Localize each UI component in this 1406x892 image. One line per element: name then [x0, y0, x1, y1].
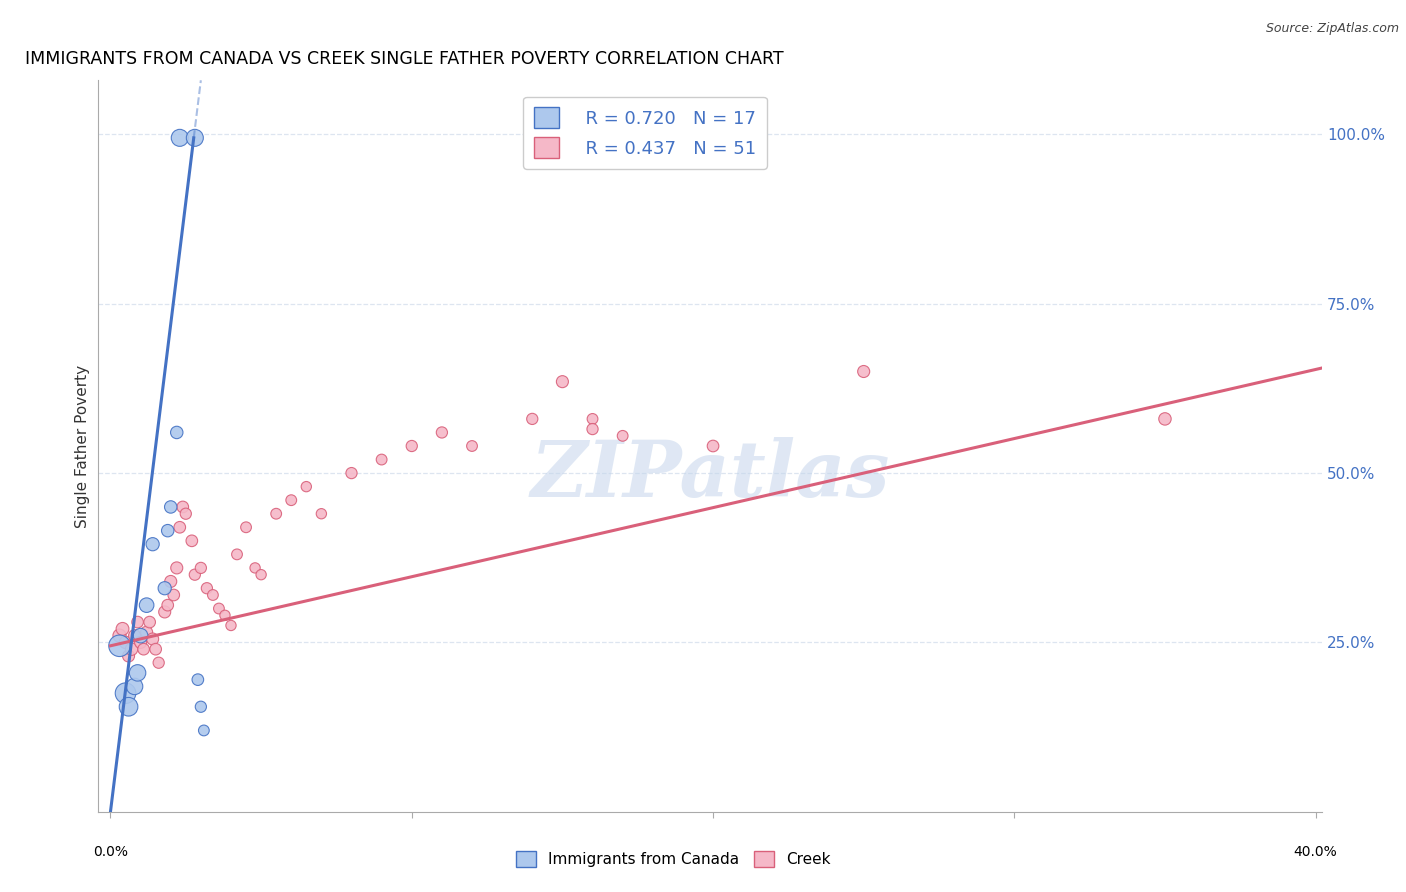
- Point: [135, 598, 157, 612]
- Point: [187, 673, 209, 687]
- Point: [166, 425, 188, 440]
- Y-axis label: Single Father Poverty: Single Father Poverty: [75, 365, 90, 527]
- Point: [108, 629, 131, 643]
- Point: [180, 533, 202, 548]
- Text: Source: ZipAtlas.com: Source: ZipAtlas.com: [1265, 22, 1399, 36]
- Point: [1154, 412, 1177, 426]
- Point: [581, 422, 603, 436]
- Point: [127, 615, 149, 629]
- Text: ZIPatlas: ZIPatlas: [530, 437, 890, 514]
- Point: [295, 480, 318, 494]
- Point: [153, 581, 176, 595]
- Point: [461, 439, 484, 453]
- Point: [111, 622, 134, 636]
- Point: [169, 131, 191, 145]
- Text: 0.0%: 0.0%: [93, 845, 128, 859]
- Point: [124, 629, 146, 643]
- Point: [184, 131, 207, 145]
- Point: [129, 629, 152, 643]
- Point: [114, 635, 136, 649]
- Point: [264, 507, 287, 521]
- Point: [184, 567, 207, 582]
- Point: [169, 520, 191, 534]
- Point: [612, 429, 634, 443]
- Point: [280, 493, 302, 508]
- Point: [163, 588, 186, 602]
- Point: [172, 500, 194, 514]
- Point: [129, 635, 152, 649]
- Text: 40.0%: 40.0%: [1294, 845, 1337, 859]
- Text: IMMIGRANTS FROM CANADA VS CREEK SINGLE FATHER POVERTY CORRELATION CHART: IMMIGRANTS FROM CANADA VS CREEK SINGLE F…: [25, 50, 783, 68]
- Point: [219, 618, 242, 632]
- Point: [156, 524, 179, 538]
- Point: [114, 686, 136, 700]
- Point: [127, 665, 149, 680]
- Point: [108, 639, 131, 653]
- Point: [159, 500, 181, 514]
- Point: [148, 656, 170, 670]
- Point: [214, 608, 236, 623]
- Point: [311, 507, 333, 521]
- Point: [153, 605, 176, 619]
- Point: [166, 561, 188, 575]
- Point: [174, 507, 197, 521]
- Point: [551, 375, 574, 389]
- Point: [159, 574, 181, 589]
- Point: [142, 632, 165, 646]
- Point: [145, 642, 167, 657]
- Point: [243, 561, 266, 575]
- Point: [208, 601, 231, 615]
- Point: [195, 581, 218, 595]
- Point: [852, 364, 875, 378]
- Point: [135, 625, 157, 640]
- Point: [117, 648, 139, 663]
- Point: [132, 642, 155, 657]
- Point: [235, 520, 257, 534]
- Point: [142, 537, 165, 551]
- Point: [401, 439, 423, 453]
- Point: [124, 680, 146, 694]
- Point: [226, 547, 249, 561]
- Point: [193, 723, 215, 738]
- Point: [370, 452, 392, 467]
- Point: [121, 642, 143, 657]
- Point: [581, 412, 603, 426]
- Point: [522, 412, 544, 426]
- Point: [190, 699, 212, 714]
- Point: [190, 561, 212, 575]
- Legend: Immigrants from Canada, Creek: Immigrants from Canada, Creek: [510, 845, 837, 873]
- Point: [156, 598, 179, 612]
- Point: [702, 439, 724, 453]
- Point: [340, 466, 363, 480]
- Point: [201, 588, 224, 602]
- Point: [138, 615, 160, 629]
- Point: [250, 567, 273, 582]
- Point: [430, 425, 453, 440]
- Point: [117, 699, 139, 714]
